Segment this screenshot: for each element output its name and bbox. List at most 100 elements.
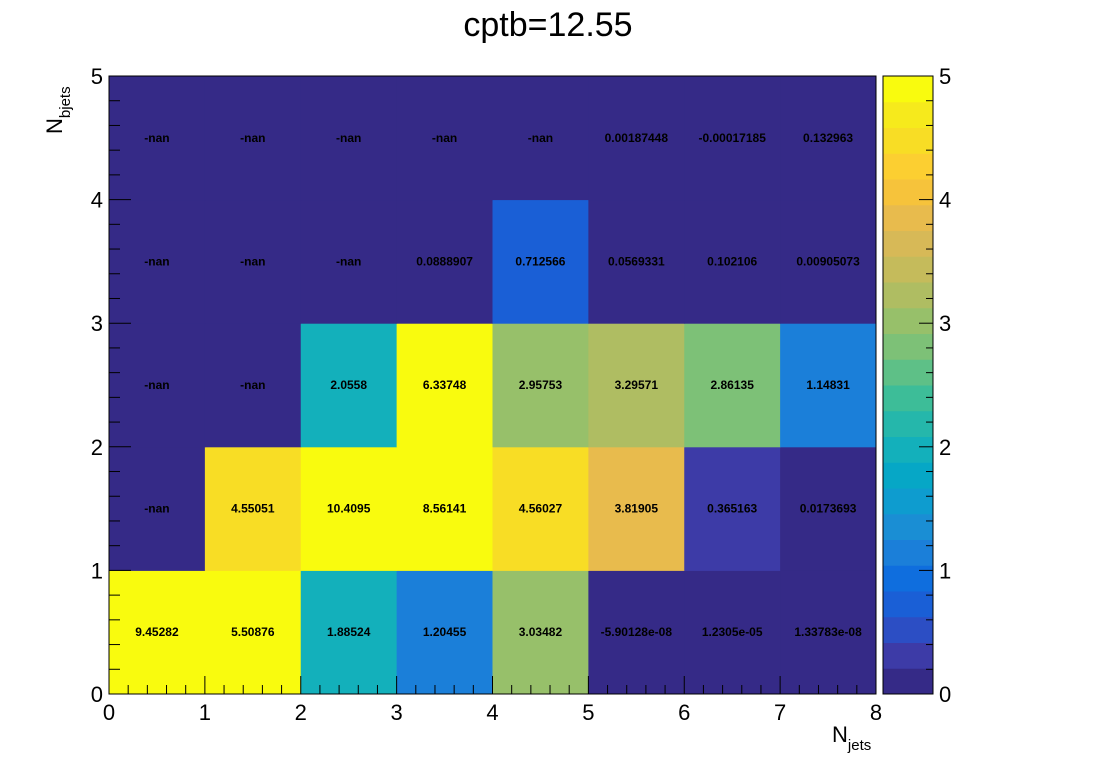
x-tick-label: 6: [678, 700, 690, 725]
heatmap-cell-2-6: [684, 323, 781, 448]
palette-swatch: [883, 256, 933, 283]
cell-value-label: 8.56141: [423, 502, 467, 516]
palette-swatch: [883, 436, 933, 463]
heatmap-cell-0-6: [684, 570, 781, 695]
cell-value-label: 0.00187448: [605, 131, 669, 145]
palette-swatch: [883, 539, 933, 566]
cell-value-label: 1.33783e-08: [794, 625, 862, 639]
cell-value-label: 0.712566: [515, 254, 565, 268]
cell-value-label: 0.102106: [707, 254, 757, 268]
y-tick-label: 1: [91, 558, 103, 583]
heatmap-cell-0-4: [492, 570, 589, 695]
palette-swatch: [883, 282, 933, 309]
palette-tick-label: 1: [939, 558, 951, 583]
cell-value-label: 3.29571: [615, 378, 659, 392]
cell-value-label: 10.4095: [327, 502, 371, 516]
heatmap-cell-0-0: [109, 570, 206, 695]
y-axis-label-sub: bjets: [57, 86, 74, 118]
cell-value-label: 1.88524: [327, 625, 371, 639]
palette-swatch: [883, 230, 933, 257]
heatmap-cell-4-3: [396, 76, 493, 201]
y-axis-label-main: N: [42, 118, 67, 134]
cell-value-label: 2.0558: [330, 378, 367, 392]
y-tick-label: 5: [91, 64, 103, 89]
x-tick-label: 3: [391, 700, 403, 725]
palette-swatch: [883, 565, 933, 592]
palette-tick-label: 3: [939, 311, 951, 336]
heatmap-cell-0-5: [588, 570, 685, 695]
heatmap-cell-2-7: [780, 323, 877, 448]
x-tick-label: 8: [870, 700, 882, 725]
heatmap-cell-4-1: [204, 76, 302, 201]
palette-swatch: [883, 359, 933, 386]
x-axis-label-main: N: [832, 722, 848, 747]
palette-swatch: [883, 591, 933, 618]
heatmap-cell-1-0: [109, 446, 206, 571]
cell-value-label: 2.95753: [519, 378, 563, 392]
palette-swatch: [883, 410, 933, 437]
cell-value-label: -nan: [144, 378, 169, 392]
x-tick-label: 2: [295, 700, 307, 725]
heatmap-cell-0-2: [300, 570, 398, 695]
heatmap-cell-1-7: [780, 446, 877, 571]
heatmap-cell-2-3: [396, 323, 493, 448]
cell-value-label: 0.365163: [707, 502, 757, 516]
heatmap-cell-3-6: [684, 199, 781, 324]
palette-swatch: [883, 488, 933, 515]
cell-value-label: -nan: [336, 131, 361, 145]
palette-swatch: [883, 101, 933, 128]
x-tick-label: 1: [199, 700, 211, 725]
x-axis-label: Njets: [832, 722, 871, 754]
palette-swatch: [883, 642, 933, 669]
cell-value-label: 0.0173693: [800, 502, 857, 516]
cell-value-label: 9.45282: [135, 625, 179, 639]
palette-swatch: [883, 462, 933, 489]
y-axis-label: Nbjets: [42, 86, 74, 134]
x-tick-label: 4: [486, 700, 498, 725]
cell-value-label: -nan: [240, 131, 265, 145]
heatmap-cell-2-0: [109, 323, 206, 448]
heatmap-cell-4-6: [684, 76, 781, 201]
cell-value-label: -nan: [528, 131, 553, 145]
heatmap-cell-1-3: [396, 446, 493, 571]
axes: 0 1 2 3 4 5 6 7 8 0 1 2 3 4 5: [91, 64, 882, 725]
heatmap-cell-3-4: [492, 199, 589, 324]
color-palette: 0 1 2 3 4 5: [882, 64, 951, 707]
heatmap-cell-1-5: [588, 446, 685, 571]
cell-value-label: -nan: [144, 502, 169, 516]
cell-value-label: 5.50876: [231, 625, 275, 639]
cell-value-label: -5.90128e-08: [601, 625, 673, 639]
cell-value-label: 6.33748: [423, 378, 467, 392]
cell-value-label: 0.00905073: [796, 254, 860, 268]
palette-swatch: [883, 333, 933, 360]
heatmap-cell-3-7: [780, 199, 877, 324]
cell-value-label: 4.55051: [231, 502, 275, 516]
x-axis-label-sub: jets: [847, 737, 871, 754]
cell-value-label: -nan: [144, 131, 169, 145]
cell-value-label: 4.56027: [519, 502, 563, 516]
cell-value-label: -nan: [144, 254, 169, 268]
palette-tick-label: 0: [939, 682, 951, 707]
heatmap-cell-0-3: [396, 570, 493, 695]
cell-value-label: 2.86135: [710, 378, 754, 392]
heatmap-cell-4-0: [109, 76, 206, 201]
heatmap-cell-3-3: [396, 199, 493, 324]
heatmap-cell-1-2: [300, 446, 398, 571]
cell-value-label: -nan: [240, 254, 265, 268]
cell-value-label: -nan: [432, 131, 457, 145]
cell-value-label: 3.03482: [519, 625, 563, 639]
heatmap-cell-3-1: [204, 199, 302, 324]
palette-swatch: [883, 204, 933, 231]
heatmap-cell-2-4: [492, 323, 589, 448]
heatmap-cell-3-0: [109, 199, 206, 324]
cell-value-label: 0.0888907: [416, 254, 473, 268]
cell-value-label: 1.2305e-05: [702, 625, 763, 639]
palette-swatch: [883, 179, 933, 206]
heatmap-cell-2-5: [588, 323, 685, 448]
heatmap-cell-4-5: [588, 76, 685, 201]
heatmap-cell-3-2: [300, 199, 398, 324]
y-tick-label: 0: [91, 682, 103, 707]
heatmap-cell-labels: 9.45282 5.50876 1.88524 1.20455 3.03482 -5.90…: [135, 131, 862, 639]
cell-value-label: 1.20455: [423, 625, 467, 639]
